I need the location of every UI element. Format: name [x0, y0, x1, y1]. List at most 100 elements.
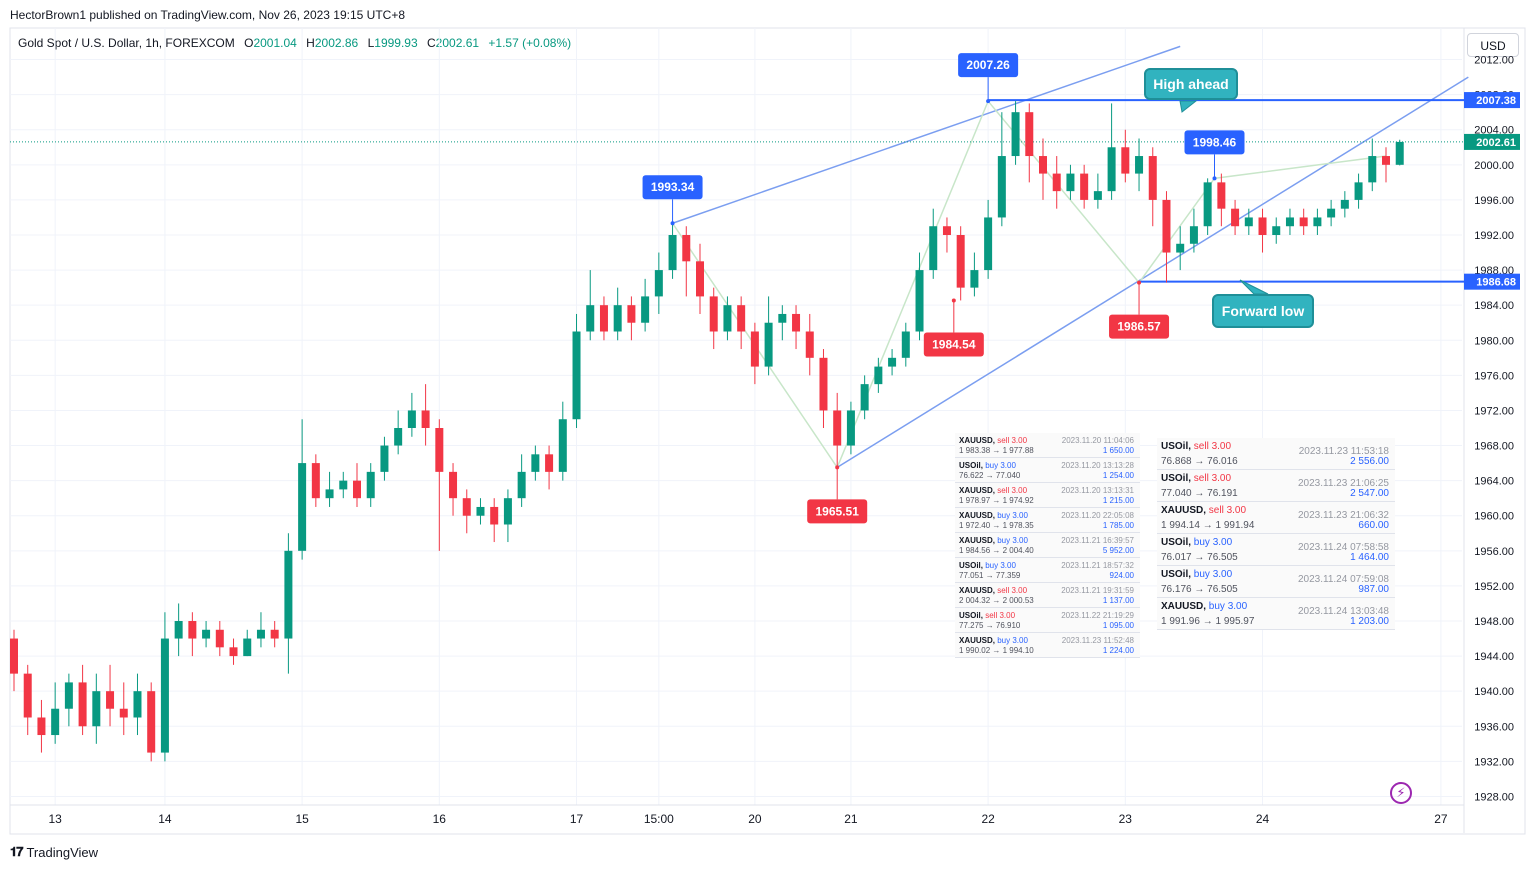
- candle-body: [298, 463, 307, 551]
- candle-body: [1231, 208, 1240, 227]
- callout-forward-low[interactable]: Forward low: [1212, 294, 1314, 328]
- candle-body: [1340, 199, 1349, 209]
- swing-point: [986, 99, 991, 104]
- y-tick-label: 1968.00: [1474, 441, 1514, 453]
- candle-body: [929, 226, 938, 271]
- level-tag-bg: [1464, 92, 1520, 109]
- candle-body: [23, 673, 32, 718]
- trade-symbol: USOil, buy 3.00: [959, 561, 1016, 570]
- trade-symbol: USOil, sell 3.00: [959, 611, 1016, 620]
- high-label: H: [306, 36, 315, 50]
- candle-body: [380, 445, 389, 472]
- trade-prices: 1 990.02 → 1 994.10: [959, 646, 1034, 655]
- publisher-text: HectorBrown1 published on TradingView.co…: [10, 8, 406, 22]
- candle-body: [1217, 182, 1226, 209]
- candle-body: [1093, 191, 1102, 200]
- trade-symbol: USOil, buy 3.00: [959, 461, 1016, 470]
- candles-group: [10, 101, 1404, 762]
- candle-body: [792, 313, 801, 332]
- candle-body: [37, 717, 46, 736]
- trade-time: 2023.11.21 18:57:32: [1061, 561, 1134, 570]
- candle-body: [449, 471, 458, 499]
- candle-body: [394, 428, 403, 446]
- low-label: L: [367, 36, 375, 50]
- currency-button[interactable]: USD: [1467, 33, 1519, 57]
- zigzag-line: [671, 99, 1387, 469]
- trade-action: sell 3.00: [1208, 505, 1247, 516]
- candle-body: [586, 305, 595, 332]
- trade-profit: 5 952.00: [1102, 546, 1134, 555]
- level-tag: 1986.68: [1476, 277, 1516, 289]
- candle-body: [737, 305, 746, 332]
- swing-label: 2007.26: [966, 58, 1010, 72]
- symbol-name[interactable]: Gold Spot / U.S. Dollar, 1h, FOREXCOM: [18, 36, 235, 50]
- trade-time: 2023.11.23 11:52:48: [1061, 636, 1134, 645]
- x-tick-label: 15:00: [644, 812, 674, 826]
- trade-time: 2023.11.24 07:58:58: [1297, 542, 1389, 553]
- candle-body: [764, 322, 773, 367]
- trade-row: USOil, sell 3.00 77.275 → 76.910 2023.11.2…: [955, 608, 1140, 633]
- trade-prices: 1 978.97 → 1 974.92: [959, 496, 1034, 505]
- y-tick-label: 1936.00: [1474, 721, 1514, 733]
- lightning-icon[interactable]: ⚡: [1390, 782, 1412, 804]
- candle-body: [1258, 217, 1267, 235]
- candle-body: [888, 357, 897, 367]
- trade-action: buy 3.00: [985, 561, 1016, 570]
- candle-body: [545, 454, 554, 472]
- trade-profit: 1 785.00: [1102, 521, 1134, 530]
- trade-symbol: USOil, sell 3.00: [1161, 441, 1232, 452]
- publish-header: HectorBrown1 published on TradingView.co…: [0, 0, 1534, 28]
- candle-body: [147, 691, 156, 753]
- candle-body: [1135, 156, 1144, 174]
- candle-body: [901, 331, 910, 358]
- candle-body: [407, 410, 416, 428]
- candle-body: [1025, 112, 1034, 157]
- trade-row: XAUUSD, buy 3.00 1 990.02 → 1 994.10 2023.…: [955, 633, 1140, 658]
- swing-label-box: [1184, 130, 1245, 155]
- trade-prices: 76.176 → 76.505: [1161, 584, 1238, 595]
- y-tick-label: 2004.00: [1474, 125, 1514, 137]
- trade-prices: 76.017 → 76.505: [1161, 552, 1238, 563]
- x-tick-label: 16: [433, 812, 447, 826]
- brand-name: TradingView: [26, 844, 99, 860]
- candle-body: [846, 410, 855, 446]
- candle-body: [1052, 173, 1061, 192]
- x-tick-label: 21: [844, 812, 858, 826]
- trade-prices: 1 984.56 → 2 004.40: [959, 546, 1034, 555]
- swing-label: 1984.54: [932, 337, 976, 351]
- x-tick-label: 27: [1434, 812, 1448, 826]
- close-label: C: [427, 36, 436, 50]
- y-tick-label: 1964.00: [1474, 476, 1514, 488]
- candle-body: [202, 629, 211, 639]
- level-tag: 2007.38: [1476, 95, 1516, 107]
- candle-body: [750, 331, 759, 367]
- trendline: [672, 45, 1181, 224]
- x-tick-label: 20: [748, 812, 762, 826]
- trade-symbol: XAUUSD, sell 3.00: [1161, 505, 1247, 516]
- trade-time: 2023.11.24 13:03:48: [1297, 606, 1389, 617]
- swing-label-box: [923, 332, 984, 357]
- candle-body: [627, 305, 636, 323]
- x-tick-label: 17: [570, 812, 584, 826]
- close-value: 2002.61: [435, 36, 480, 50]
- y-tick-label: 1932.00: [1474, 756, 1514, 768]
- y-tick-label: 1972.00: [1474, 405, 1514, 417]
- trendline: [836, 76, 1469, 469]
- change-value: +1.57 (+0.08%): [488, 36, 572, 50]
- candle-body: [682, 235, 691, 262]
- trade-action: buy 3.00: [1193, 569, 1233, 580]
- trade-row: XAUUSD, buy 3.00 1 972.40 → 1 978.35 2023.…: [955, 508, 1140, 533]
- candle-body: [339, 480, 348, 490]
- candle-body: [874, 366, 883, 385]
- candle-body: [1299, 217, 1308, 227]
- candle-body: [517, 471, 526, 499]
- callout-high-ahead[interactable]: High ahead: [1144, 68, 1238, 100]
- candle-body: [860, 384, 869, 411]
- candle-body: [106, 691, 115, 709]
- trade-profit: 1 137.00: [1102, 596, 1134, 605]
- trade-row: XAUUSD, sell 3.00 1 978.97 → 1 974.92 2023…: [955, 483, 1140, 508]
- candle-body: [696, 261, 704, 297]
- candle-body: [1189, 226, 1198, 244]
- trade-time: 2023.11.21 16:39:57: [1061, 536, 1134, 545]
